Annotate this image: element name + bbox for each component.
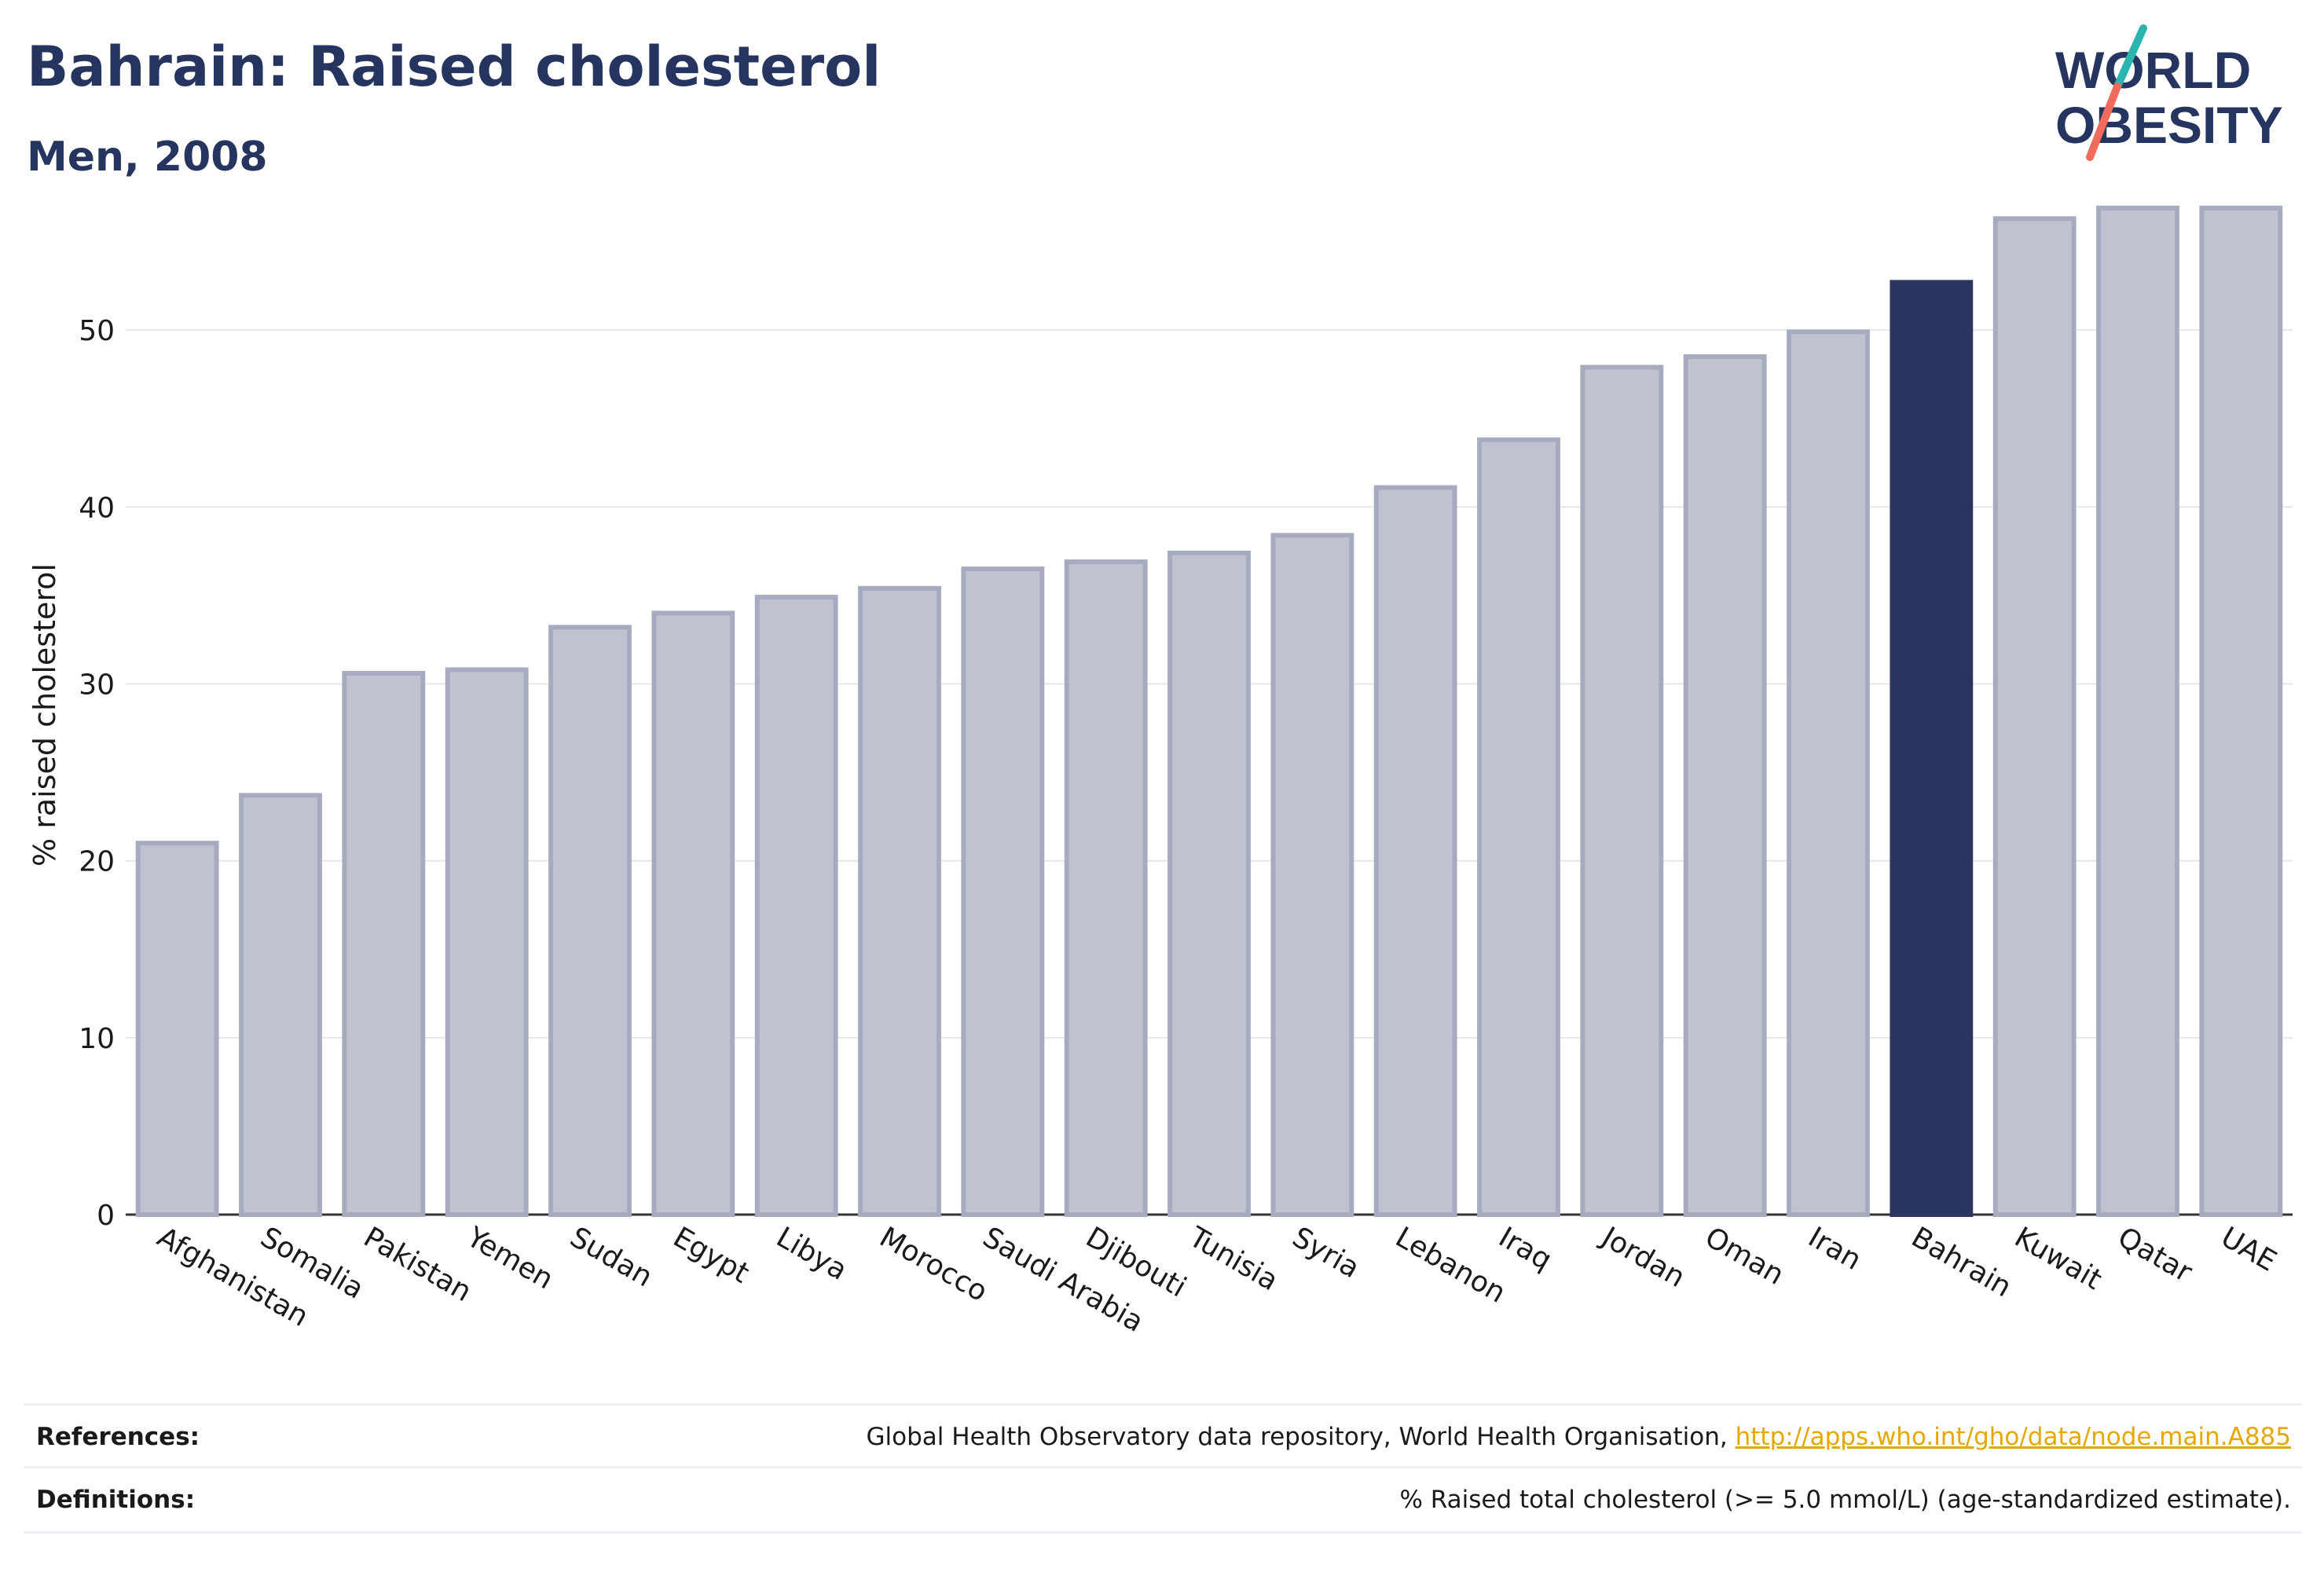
bar-afghanistan[interactable] xyxy=(135,841,219,1217)
bar-lebanon[interactable] xyxy=(1373,485,1457,1217)
bar-kuwait[interactable] xyxy=(1992,216,2077,1217)
bar-pakistan[interactable] xyxy=(342,670,426,1217)
x-tick-label: Oman xyxy=(1699,1221,1789,1292)
definitions-label: Definitions: xyxy=(36,1486,196,1514)
bar-iraq[interactable] xyxy=(1477,437,1560,1217)
y-tick-label: 20 xyxy=(79,846,115,878)
bar-jordan[interactable] xyxy=(1580,365,1664,1217)
bar-somalia[interactable] xyxy=(239,793,322,1217)
logo-line1: WORLD xyxy=(2055,41,2251,99)
y-tick-label: 10 xyxy=(79,1023,115,1055)
bar-iran[interactable] xyxy=(1787,329,1870,1217)
x-tick-label: Sudan xyxy=(565,1221,658,1293)
y-tick-label: 30 xyxy=(79,669,115,701)
x-tick-label: Yemen xyxy=(460,1221,559,1296)
y-axis-label: % raised cholesterol xyxy=(27,563,62,867)
x-tick-label: UAE xyxy=(2216,1221,2282,1277)
x-tick-label: Iran xyxy=(1803,1221,1867,1277)
bar-chart: 0 10 20 30 40 50 AfghanistanSomaliaPakistanYe… xyxy=(27,205,2293,1339)
x-tick-label: Qatar xyxy=(2113,1221,2198,1288)
bar-yemen[interactable] xyxy=(445,667,529,1217)
x-tick-label: Bahrain xyxy=(1906,1221,2017,1303)
definitions-text: % Raised total cholesterol (>= 5.0 mmol/… xyxy=(1399,1486,2291,1514)
x-tick-label: Egypt xyxy=(668,1221,754,1289)
bar-libya[interactable] xyxy=(754,595,838,1217)
world-obesity-logo: WORLD OBESITY xyxy=(2055,24,2283,161)
y-tick-label: 40 xyxy=(79,492,115,524)
bar-djibouti[interactable] xyxy=(1064,559,1148,1217)
bar-oman[interactable] xyxy=(1683,354,1767,1217)
y-tick-labels: 0 10 20 30 40 50 xyxy=(79,315,115,1232)
definitions-row: Definitions: % Raised total cholesterol … xyxy=(24,1466,2302,1534)
x-tick-label: Lebanon xyxy=(1390,1221,1511,1310)
x-tick-label: Tunisia xyxy=(1183,1221,1284,1297)
chart-subtitle: Men, 2008 xyxy=(27,134,268,181)
logo-slash-top xyxy=(2113,24,2147,90)
bar-qatar[interactable] xyxy=(2096,205,2179,1218)
references-text: Global Health Observatory data repositor… xyxy=(866,1423,1736,1451)
bars xyxy=(135,205,2283,1218)
bar-tunisia[interactable] xyxy=(1167,550,1251,1217)
bar-saudi-arabia[interactable] xyxy=(961,566,1045,1217)
bar-sudan[interactable] xyxy=(548,625,632,1217)
references-label: References: xyxy=(36,1423,200,1451)
x-tick-label: Syria xyxy=(1287,1221,1365,1285)
logo-slash-bottom xyxy=(2086,82,2121,161)
y-tick-label: 0 xyxy=(97,1200,115,1232)
bar-uae[interactable] xyxy=(2199,205,2283,1218)
x-tick-label: Pakistan xyxy=(358,1221,477,1308)
x-tick-label: Iraq xyxy=(1494,1221,1557,1277)
references-value: Global Health Observatory data repositor… xyxy=(867,1423,2291,1451)
bar-syria[interactable] xyxy=(1270,533,1354,1217)
x-tick-label: Jordan xyxy=(1595,1220,1690,1294)
references-link[interactable]: http://apps.who.int/gho/data/node.main.A… xyxy=(1735,1423,2291,1451)
references-row: References: Global Health Observatory da… xyxy=(24,1403,2302,1468)
chart-title: Bahrain: Raised cholesterol xyxy=(27,35,882,99)
bar-egypt[interactable] xyxy=(651,610,735,1217)
x-tick-label: Morocco xyxy=(874,1221,993,1308)
x-tick-label: Libya xyxy=(771,1221,852,1287)
x-tick-label: Kuwait xyxy=(2009,1221,2107,1296)
bar-morocco[interactable] xyxy=(858,585,941,1217)
bar-bahrain[interactable] xyxy=(1890,280,1974,1217)
y-tick-label: 50 xyxy=(79,315,115,347)
